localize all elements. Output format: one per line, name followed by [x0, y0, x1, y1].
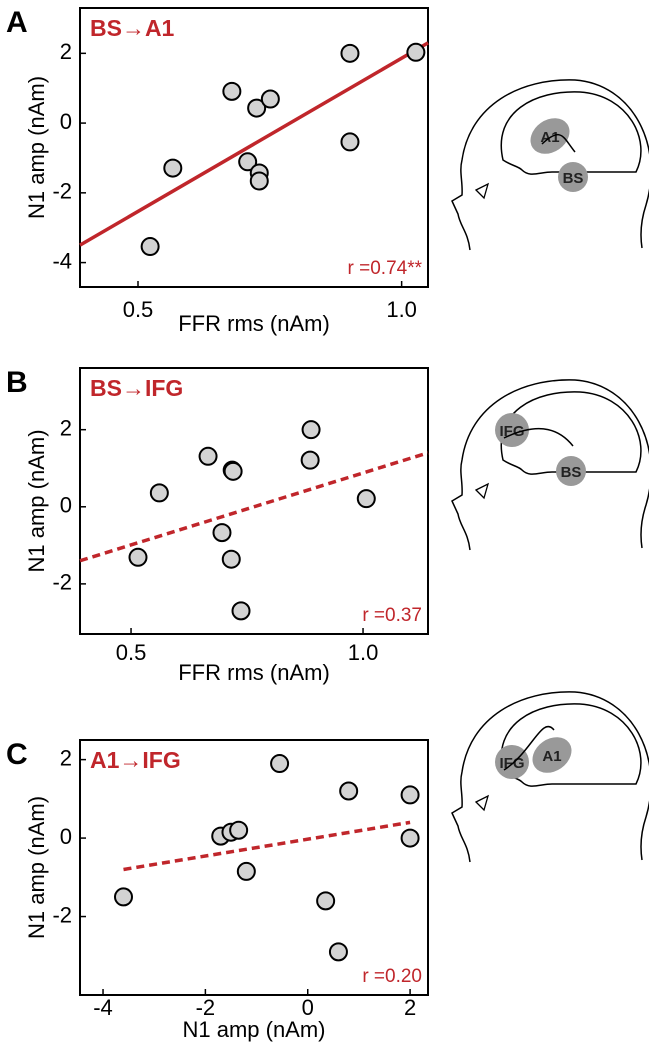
plot-frame: [79, 7, 429, 288]
x-tick-label: 1.0: [386, 297, 417, 322]
x-axis-title: N1 amp (nAm): [182, 1017, 325, 1042]
region-label: BS: [561, 464, 582, 481]
data-point: [236, 861, 256, 881]
brain-region: [530, 118, 570, 154]
correlation-label: r =0.74**: [348, 258, 423, 279]
y-tick-label: 0: [60, 824, 72, 849]
eye: [474, 794, 490, 812]
head-diagram: IFG BS: [451, 379, 649, 551]
data-point: [356, 489, 376, 509]
x-tick-label: 1.0: [348, 640, 379, 665]
data-point: [238, 152, 258, 172]
head-outline: [451, 691, 649, 863]
data-point: [400, 828, 420, 848]
data-point: [249, 171, 269, 191]
y-tick-label: -2: [52, 179, 72, 204]
data-point: [149, 483, 169, 503]
data-point: [339, 781, 359, 801]
data-point: [222, 81, 242, 101]
x-tick-label: 2: [404, 995, 416, 1020]
y-tick-label: 0: [60, 493, 72, 518]
y-tick-label: 0: [60, 109, 72, 134]
data-point: [270, 754, 290, 774]
data-point: [229, 820, 249, 840]
x-axis-title: FFR rms (nAm): [178, 311, 330, 336]
correlation-label: r =0.20: [362, 966, 422, 987]
y-tick-label: -4: [52, 248, 72, 273]
panel-letter: B: [6, 366, 28, 399]
data-point: [221, 549, 241, 569]
brain-outline: [500, 391, 642, 475]
data-point: [247, 98, 267, 118]
x-axis-title: FFR rms (nAm): [178, 660, 330, 685]
data-point: [140, 237, 160, 257]
y-tick-label: 2: [60, 39, 72, 64]
data-point: [260, 89, 280, 109]
brain-region: [556, 456, 586, 486]
data-point: [114, 887, 133, 907]
data-point: [300, 450, 320, 470]
brain-region: [495, 745, 529, 779]
data-point: [316, 891, 336, 911]
y-tick-label: 2: [60, 745, 72, 770]
y-tick-label: 2: [60, 415, 72, 440]
data-point: [406, 42, 426, 62]
region-label: A1: [542, 748, 561, 765]
region-label: BS: [563, 170, 584, 187]
y-axis-title: N1 amp (nAm): [24, 796, 49, 939]
brain-region: [495, 413, 529, 447]
brain-outline: [500, 703, 642, 787]
correlation-label: r =0.37: [362, 605, 422, 626]
connection: [503, 427, 574, 447]
plot-frame: [79, 739, 429, 996]
data-point: [223, 461, 243, 481]
head-outline: [451, 379, 649, 551]
region-label: IFG: [500, 423, 525, 440]
y-axis-title: N1 amp (nAm): [24, 429, 49, 572]
y-axis-title: N1 amp (nAm): [24, 76, 49, 219]
head-outline: [451, 79, 649, 251]
plot-frame: [79, 367, 429, 635]
y-tick-label: -2: [52, 570, 72, 595]
data-point: [340, 43, 360, 63]
panel-title: A1→IFG: [90, 747, 181, 773]
brain-region: [532, 737, 572, 773]
fit-line: [79, 41, 429, 247]
head-diagram: IFG A1: [451, 691, 649, 863]
y-tick-label: -2: [52, 902, 72, 927]
x-tick-label: -4: [93, 995, 113, 1020]
x-tick-label: 0: [302, 995, 314, 1020]
data-point: [231, 601, 251, 621]
brain-region: [558, 162, 588, 192]
panel-letter: A: [6, 6, 28, 39]
data-point: [328, 942, 348, 962]
connection: [503, 725, 555, 771]
brain-outline: [500, 91, 642, 175]
data-point: [212, 523, 232, 543]
x-tick-label: -2: [196, 995, 216, 1020]
connection: [541, 133, 576, 153]
x-tick-label: 0.5: [123, 297, 154, 322]
panel-letter: C: [6, 738, 28, 771]
panel-title: BS→IFG: [90, 375, 183, 401]
data-point: [400, 785, 420, 805]
x-tick-label: 0.5: [116, 640, 147, 665]
eye: [474, 482, 490, 500]
data-point: [198, 446, 218, 466]
data-point: [340, 132, 360, 152]
fit-line: [123, 820, 411, 872]
panel-title: BS→A1: [90, 15, 175, 41]
data-point: [128, 547, 148, 567]
eye: [474, 182, 490, 200]
data-point: [163, 158, 183, 178]
fit-line: [79, 451, 429, 563]
data-point: [301, 420, 321, 440]
